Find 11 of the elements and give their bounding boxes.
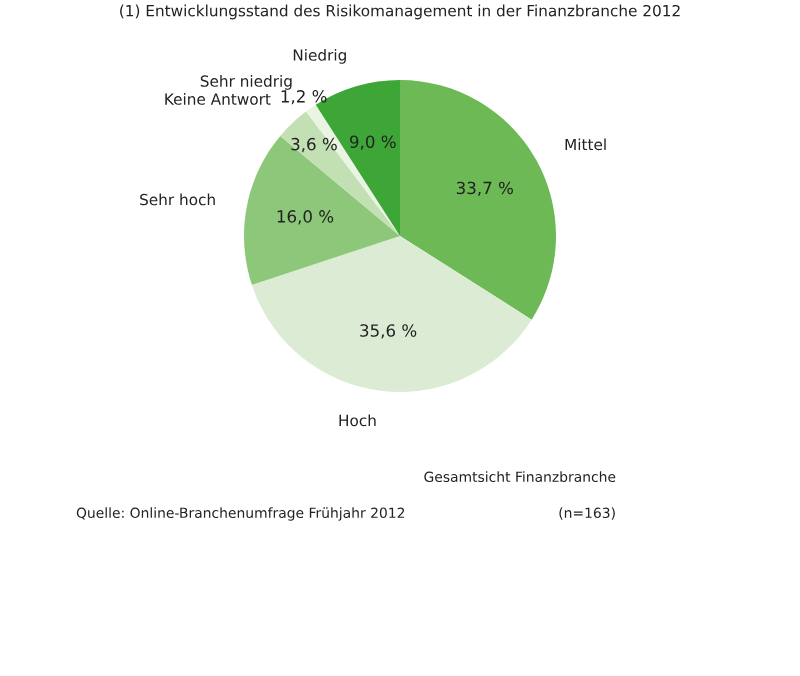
data-label: 3,6 %: [291, 137, 337, 153]
pie-slice: [244, 136, 400, 285]
data-label: 1,2 %: [281, 90, 327, 105]
pie-slice: [280, 111, 400, 236]
data-label: 16,0 %: [277, 210, 334, 225]
pie-slice: [251, 236, 532, 392]
data-label: 35,6 %: [360, 324, 417, 339]
pie-slice: [400, 80, 556, 320]
pie-slice: [315, 80, 400, 236]
data-label: 9,0 %: [350, 135, 396, 150]
data-label: 33,7 %: [456, 181, 513, 196]
